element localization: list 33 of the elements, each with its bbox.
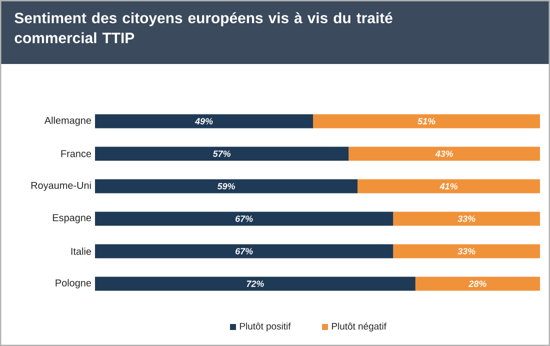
legend-label: Plutôt positif [240,322,291,332]
bar [393,244,540,258]
data-label: 59% [217,183,235,190]
data-label: 28% [468,280,486,287]
y-tick-label: France [61,150,92,158]
data-label: 43% [435,150,454,157]
legend-label: Plutôt négatif [332,322,386,332]
data-label: 33% [458,248,476,254]
data-label: 57% [212,150,231,157]
y-tick-label: Royaume-Uni [31,182,91,191]
bar [95,244,394,258]
y-tick-label: Italie [71,248,92,255]
y-tick-label: Espagne [52,214,92,224]
data-label: 72% [246,280,264,287]
bar [313,114,540,128]
bar [95,146,349,161]
y-tick-label: Allemagne [44,116,92,126]
bar [95,114,314,128]
data-label: 67% [236,216,253,222]
y-tick-label: Pologne [56,279,92,288]
data-label: 41% [440,183,458,190]
bar [95,212,394,226]
data-label: 49% [194,118,213,124]
bar [95,276,416,291]
data-label: 51% [418,118,436,124]
bar [358,179,540,194]
bar [393,212,540,226]
chart-title: Sentiment des citoyens européens vis à vis du traité commercial TTIP [14,12,392,44]
data-label: 33% [458,216,476,222]
bar [415,276,540,291]
data-label: 67% [236,248,253,254]
bar [348,146,540,161]
bar [95,179,358,194]
